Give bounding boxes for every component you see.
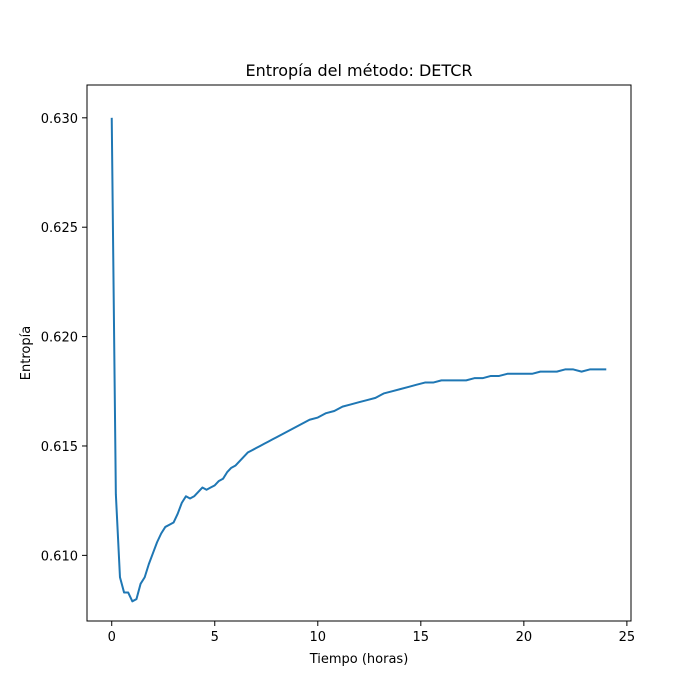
x-tick-label: 5 [211, 630, 219, 645]
x-axis: 0 5 10 15 20 25 [108, 621, 636, 645]
x-tick-label: 0 [108, 630, 116, 645]
y-axis-label: Entropía [19, 326, 34, 380]
y-tick-label: 0.625 [41, 221, 78, 236]
y-tick-label: 0.620 [41, 331, 78, 346]
x-tick-label: 15 [413, 630, 430, 645]
y-axis: 0.610 0.615 0.620 0.625 0.630 [41, 112, 87, 564]
y-tick-label: 0.610 [41, 549, 78, 564]
x-tick-label: 25 [619, 630, 636, 645]
y-tick-label: 0.630 [41, 112, 78, 127]
x-axis-label: Tiempo (horas) [309, 652, 409, 667]
x-tick-label: 20 [516, 630, 533, 645]
y-tick-label: 0.615 [41, 440, 78, 455]
series-line [110, 117, 607, 603]
plot-area [110, 117, 607, 603]
x-tick-label: 10 [310, 630, 327, 645]
chart-title: Entropía del método: DETCR [245, 61, 472, 80]
plot-frame [86, 84, 632, 622]
